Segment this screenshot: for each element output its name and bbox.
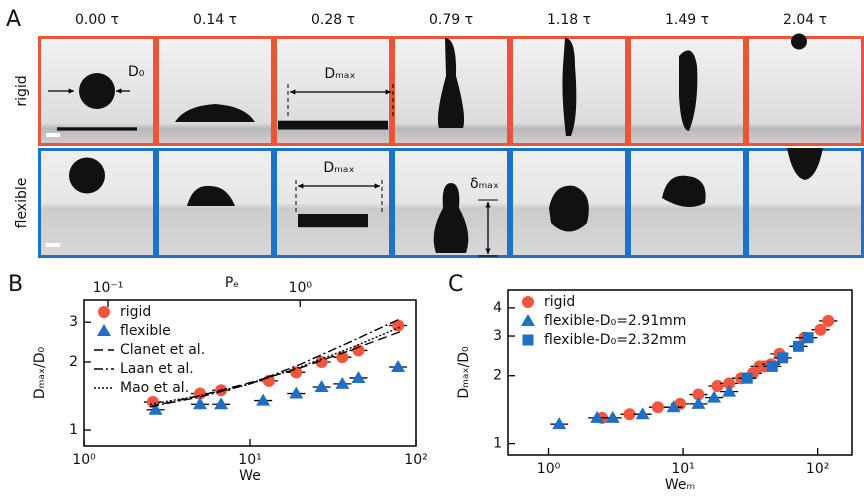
annotation: δₘₐₓ (470, 176, 499, 192)
legend-label: Clanet et al. (120, 342, 205, 358)
marker (652, 401, 664, 413)
x-axis-label: We (239, 468, 261, 484)
row-label: flexible (14, 178, 30, 229)
droplet (791, 34, 807, 50)
legend-label: rigid (120, 304, 151, 320)
marker (822, 315, 834, 327)
annotation: D₀ (128, 64, 145, 80)
marker (691, 397, 705, 409)
time-label: 1.18 τ (547, 12, 591, 28)
x-tick-label: 10¹ (238, 452, 261, 468)
y-tick-label: 4 (493, 300, 502, 316)
y-axis-label: Dₘₐₓ/D₀ (456, 346, 472, 399)
droplet (69, 158, 105, 194)
droplet (79, 73, 115, 109)
row-label: rigid (14, 75, 30, 106)
time-label: 0.14 τ (193, 12, 237, 28)
marker (193, 397, 207, 409)
panel-label: C (448, 272, 463, 297)
time-label: 2.04 τ (783, 12, 827, 28)
legend-label: flexible-D₀=2.91mm (544, 313, 686, 329)
legend-marker (521, 314, 535, 326)
marker (214, 397, 228, 409)
marker (256, 394, 270, 406)
legend-marker (522, 296, 534, 308)
legend-marker (523, 335, 534, 346)
photo (748, 38, 863, 145)
time-label: 0.28 τ (311, 12, 355, 28)
time-label: 1.49 τ (665, 12, 709, 28)
x-tick-label: 10² (404, 452, 427, 468)
droplet (298, 214, 368, 227)
y-tick-label: 3 (69, 314, 78, 330)
legend-label: flexible-D₀=2.32mm (544, 332, 686, 348)
y-tick-label: 2 (493, 368, 502, 384)
scale-bar (46, 243, 60, 247)
marker (315, 380, 329, 392)
marker (391, 360, 405, 372)
marker (636, 407, 650, 419)
panel-label: B (8, 272, 23, 297)
x-tick-label: 10⁰ (537, 461, 561, 477)
y-tick-label: 1 (69, 422, 78, 438)
marker (793, 341, 804, 352)
legend-marker (98, 306, 110, 318)
y-tick-label: 3 (493, 328, 502, 344)
marker (707, 391, 721, 403)
x2-tick-label: 10⁰ (289, 280, 313, 296)
marker (742, 373, 753, 384)
annotation: Dₘₐₓ (324, 66, 355, 82)
time-label: 0.00 τ (75, 12, 119, 28)
x-tick-label: 10⁰ (72, 452, 96, 468)
x2-axis-label: Pₑ (225, 275, 239, 291)
legend-label: Mao et al. (120, 380, 189, 396)
x-axis-label: Weₘ (665, 477, 695, 493)
legend-label: flexible (120, 323, 171, 339)
marker (335, 377, 349, 389)
figure: A D₀ Dₘₐₓ Dₘₐₓ δₘₐₓ 0.00 τ 0.14 τ 0.28 τ 0.79 … (0, 0, 864, 502)
marker (767, 361, 778, 372)
y-axis-label: Dₘₐₓ/D₀ (32, 346, 48, 399)
legend-label: rigid (544, 294, 575, 310)
marker (711, 380, 723, 392)
x-tick-label: 10¹ (671, 461, 694, 477)
marker (803, 332, 814, 343)
photo (158, 38, 273, 145)
droplet (57, 127, 137, 130)
legend-label: Laan et al. (120, 361, 194, 377)
x-tick-label: 10² (806, 461, 829, 477)
y-tick-label: 2 (69, 354, 78, 370)
x2-tick-label: 10⁻¹ (93, 280, 124, 296)
marker (351, 371, 365, 383)
scale-bar (46, 133, 60, 137)
panel-label: A (6, 7, 21, 32)
droplet (278, 121, 388, 130)
y-tick-label: 1 (493, 436, 502, 452)
time-label: 0.79 τ (429, 12, 473, 28)
marker (552, 417, 566, 429)
marker (777, 352, 788, 363)
marker (289, 387, 303, 399)
annotation: Dₘₐₓ (323, 160, 354, 176)
legend-marker (97, 324, 111, 336)
